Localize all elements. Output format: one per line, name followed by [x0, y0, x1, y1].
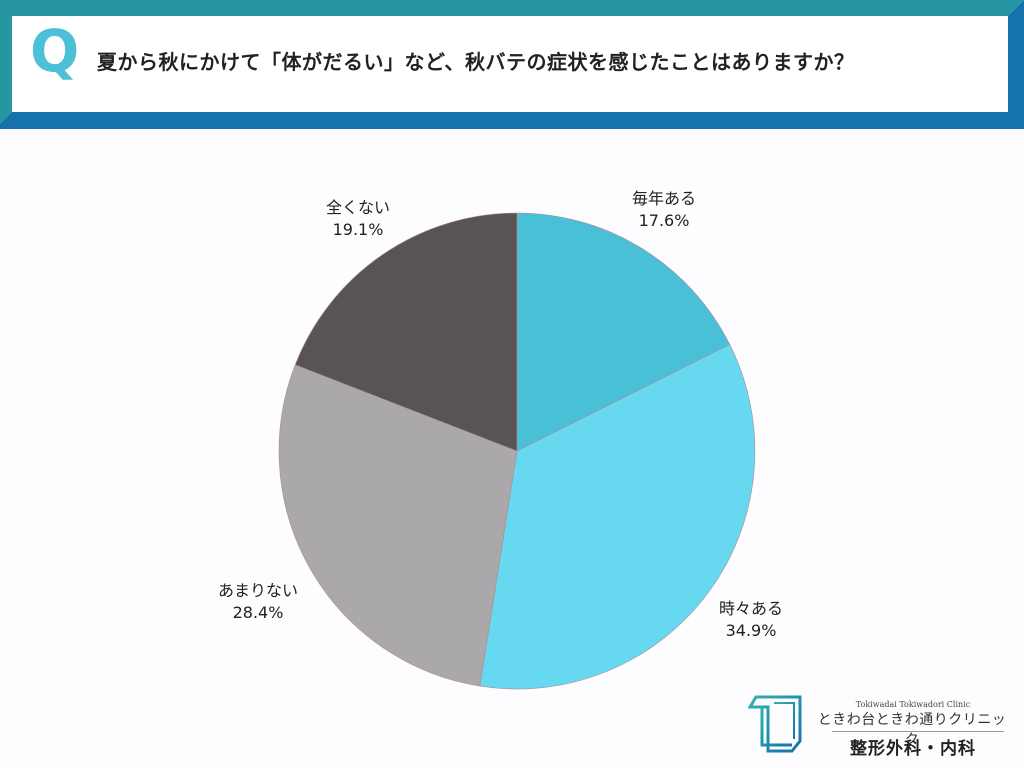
- label-value: 28.4%: [232, 603, 284, 622]
- label-category: 時々ある: [718, 599, 784, 618]
- label-never: 全くない 19.1%: [326, 197, 390, 241]
- question-box: [12, 16, 1008, 112]
- question-header: Q 夏から秋にかけて「体がだるい」など、秋バテの症状を感じたことはありますか？: [0, 0, 1024, 129]
- logo-divider: [832, 731, 1004, 732]
- slice-rarely: [278, 364, 518, 687]
- clinic-logo: Tokiwadai Tokiwadori Clinic ときわ台ときわ通りクリニ…: [748, 693, 1014, 759]
- slice-sometimes: [479, 343, 756, 690]
- clinic-departments: 整形外科・内科: [850, 739, 976, 759]
- label-value: 17.6%: [638, 211, 690, 230]
- slice-never: [294, 212, 518, 452]
- header-frame-border: [0, 0, 1024, 129]
- question-text: 夏から秋にかけて「体がだるい」など、秋バテの症状を感じたことはありますか？: [97, 50, 855, 74]
- pie-chart: 毎年ある 17.6% 時々ある 34.9% あまりない 28.4% 全くない 1…: [0, 129, 1024, 768]
- label-value: 19.1%: [332, 220, 384, 239]
- pie-chart-svg: [278, 212, 756, 690]
- clinic-name-japanese: ときわ台ときわ通りクリニック: [817, 712, 1007, 748]
- label-rarely: あまりない 28.4%: [218, 580, 298, 624]
- q-icon: Q: [30, 17, 80, 85]
- label-category: 毎年ある: [631, 189, 697, 208]
- label-sometimes: 時々ある 34.9%: [719, 598, 783, 642]
- slice-every-year: [516, 212, 731, 452]
- label-category: 全くない: [325, 198, 391, 217]
- clinic-name-english: Tokiwadai Tokiwadori Clinic: [855, 700, 971, 709]
- label-value: 34.9%: [725, 621, 777, 640]
- label-every-year: 毎年ある 17.6%: [632, 188, 696, 232]
- label-category: あまりない: [217, 581, 299, 600]
- clinic-logo-icon: [748, 695, 802, 753]
